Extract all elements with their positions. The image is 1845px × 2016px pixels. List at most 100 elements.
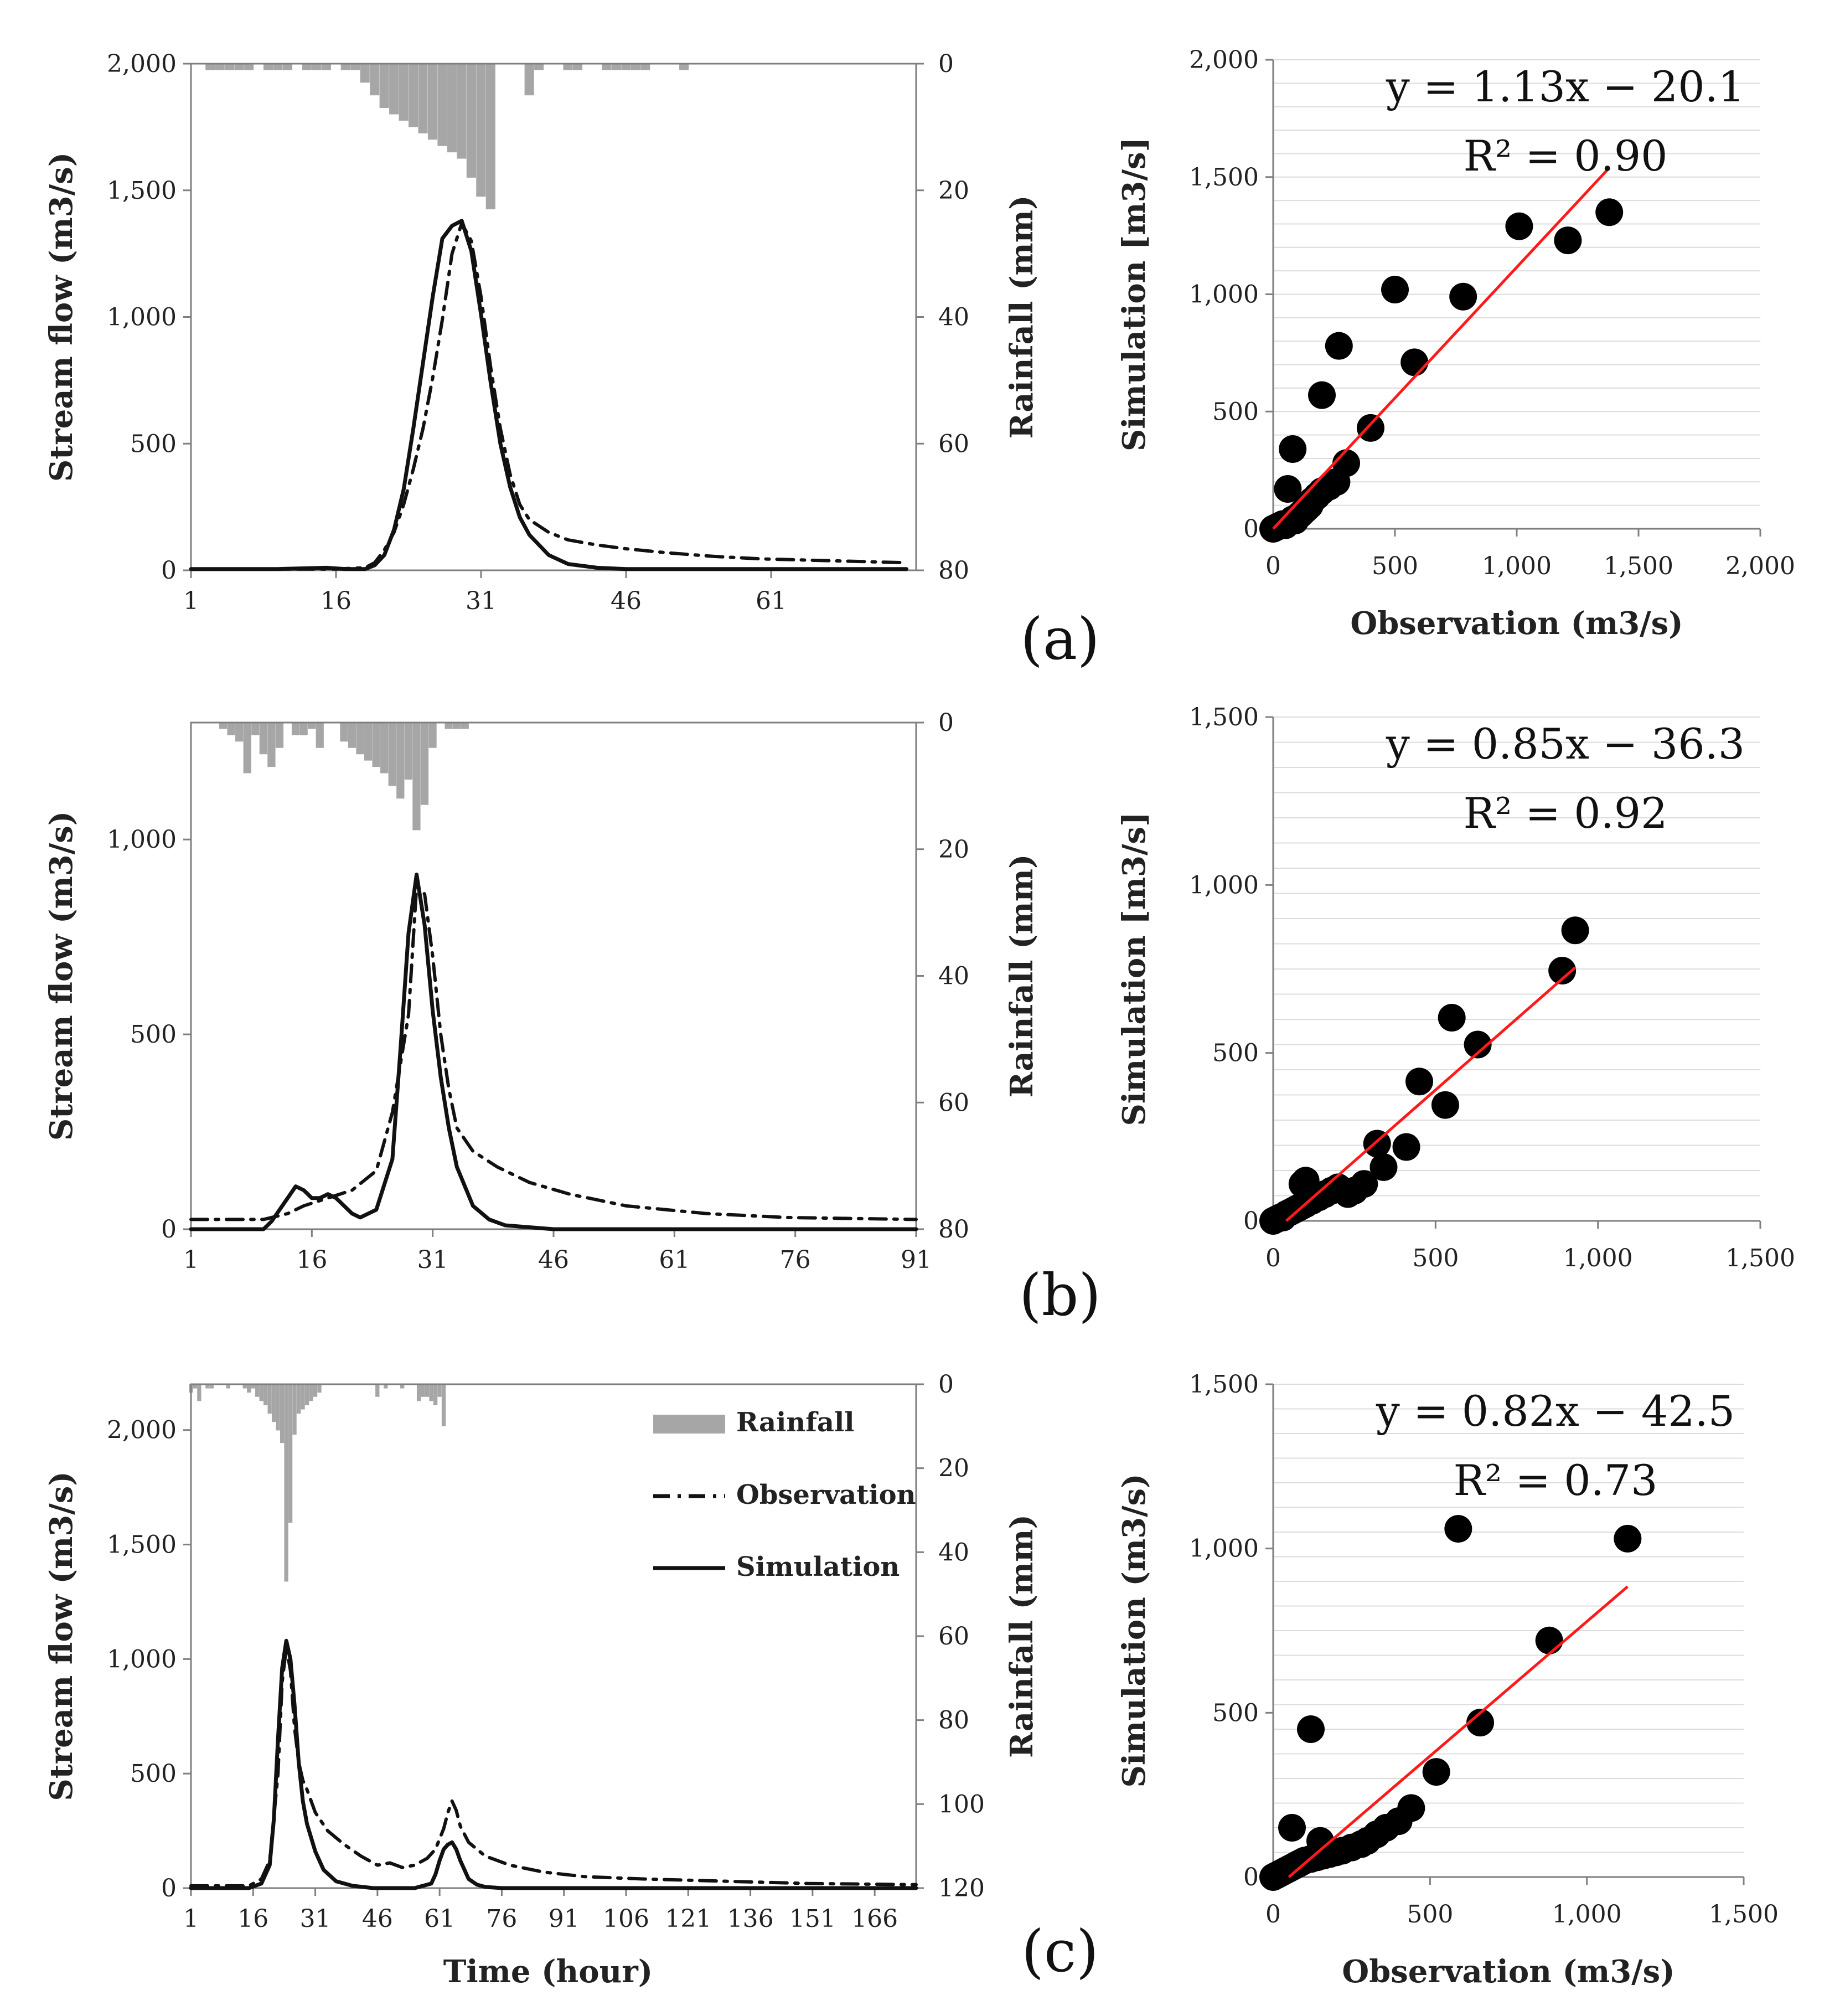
rainfall-bar — [340, 64, 350, 70]
hydrograph-b: 0 500 1,000 0 20 40 60 80 1 16 31 46 61 76 91 Stream fl… — [43, 709, 1040, 1274]
rainfall-bar — [226, 1384, 230, 1389]
rainfall-bar — [350, 64, 360, 70]
data-point — [1548, 957, 1577, 985]
y2-tick-label: 40 — [938, 962, 969, 991]
data-point — [1464, 1030, 1492, 1059]
rainfall-bar — [572, 64, 583, 70]
rainfall-bar — [251, 1384, 255, 1389]
rainfall-bar — [485, 64, 495, 210]
y-tick-label: 500 — [130, 1760, 177, 1788]
rainfall-bar — [445, 723, 453, 729]
y-axis-title: Stream flow (m3/s) — [43, 1471, 80, 1801]
y-tick-label: 0 — [1243, 1207, 1259, 1235]
rainfall-bar — [282, 64, 293, 70]
rainfall-bar — [215, 64, 225, 70]
trendline — [1285, 966, 1577, 1222]
y2-tick-label: 80 — [938, 1706, 969, 1735]
scatter-a: 0 500 1,000 1,500 2,000 0 500 1,000 1,500 2,000 y … — [1020, 46, 1795, 673]
rainfall-bar — [348, 723, 356, 748]
panel-label: (c) — [1021, 1917, 1098, 1985]
x-tick-label: 31 — [300, 1905, 331, 1933]
legend-entry: Simulation — [736, 1551, 900, 1582]
rainfall-bar — [461, 723, 469, 729]
rainfall-bar — [275, 723, 284, 748]
rainfall-bar — [447, 64, 457, 153]
y2-tick-label: 0 — [938, 1370, 954, 1399]
rainfall-bar — [276, 1384, 280, 1431]
rainfall-bar — [235, 723, 244, 742]
rainfall-bar — [433, 1384, 438, 1405]
data-point — [1449, 282, 1477, 311]
x-tick-label: 0 — [1265, 1900, 1281, 1929]
x-tick-label: 106 — [603, 1905, 649, 1933]
y-tick-label: 2,000 — [107, 50, 177, 78]
x-tick-label: 46 — [362, 1905, 393, 1933]
y2-tick-label: 100 — [938, 1790, 985, 1818]
x-tick-label: 31 — [417, 1246, 448, 1274]
y-tick-label: 500 — [1212, 398, 1259, 426]
y-axis-title: Simulation [m3/s] — [1116, 137, 1153, 451]
rainfall-bar — [251, 723, 260, 735]
rainfall-bar — [301, 1384, 305, 1410]
x-tick-label: 136 — [727, 1905, 774, 1933]
x-tick-label: 61 — [424, 1905, 455, 1933]
y-tick-label: 1,500 — [1189, 703, 1259, 731]
y2-tick-label: 60 — [938, 1622, 969, 1651]
x-tick-label: 1,000 — [1482, 552, 1552, 580]
y-tick-label: 0 — [161, 1874, 177, 1902]
data-point — [1297, 1715, 1325, 1743]
rainfall-bar — [304, 1384, 309, 1405]
rainfall-bar — [309, 1384, 313, 1401]
x-tick-label: 1,500 — [1709, 1900, 1779, 1929]
y2-tick-label: 0 — [938, 709, 954, 737]
r-squared-label: R² = 0.90 — [1464, 131, 1668, 181]
y2-tick-label: 0 — [938, 50, 954, 78]
rainfall-bar — [375, 1384, 380, 1397]
y2-tick-label: 60 — [938, 1089, 969, 1117]
data-point — [1422, 1758, 1450, 1786]
legend-entry: Rainfall — [736, 1407, 854, 1438]
y2-axis-title: Rainfall (mm) — [1004, 195, 1040, 439]
trendline — [1272, 167, 1611, 530]
plot-frame — [190, 63, 917, 571]
rainfall-bar — [259, 1384, 263, 1401]
y2-axis-title: Rainfall (mm) — [1004, 1514, 1040, 1758]
data-point — [1278, 1814, 1306, 1842]
data-point — [1405, 1068, 1433, 1096]
y-tick-label: 2,000 — [1189, 46, 1259, 74]
x-axis-title: Observation (m3/s) — [1342, 1953, 1675, 1990]
x-tick-label: 2,000 — [1725, 552, 1795, 580]
x-tick-label: 500 — [1372, 552, 1418, 580]
rainfall-bar — [292, 1384, 297, 1435]
data-point — [1444, 1515, 1472, 1543]
rainfall-bar — [317, 1384, 322, 1393]
y2-tick-label: 120 — [938, 1874, 985, 1902]
rainfall-bar — [388, 723, 396, 786]
rainfall-bar — [400, 1384, 405, 1389]
data-point — [1279, 435, 1307, 463]
trendline-equation: y = 0.82x − 42.5 — [1376, 1386, 1735, 1436]
y2-tick-label: 60 — [938, 430, 969, 458]
rainfall-bar — [244, 64, 254, 70]
rainfall-bar — [263, 64, 273, 70]
y-axis-title: Simulation (m3/s) — [1116, 1473, 1153, 1787]
data-point — [1561, 916, 1589, 945]
rainfall-bar — [412, 723, 421, 831]
x-tick-label: 151 — [789, 1905, 836, 1933]
rainfall-bar — [242, 1384, 247, 1389]
y-tick-label: 1,500 — [107, 1531, 177, 1559]
data-point — [1369, 1153, 1398, 1181]
data-point — [1392, 1133, 1420, 1161]
rainfall-bar — [340, 723, 348, 742]
rainfall-bar — [356, 723, 364, 755]
data-point — [1381, 276, 1409, 304]
rainfall-bar — [197, 1384, 201, 1401]
rainfall-bar — [273, 64, 283, 70]
x-tick-label: 1,500 — [1725, 1244, 1795, 1272]
rainfall-bar — [302, 64, 312, 70]
data-point — [1535, 1626, 1563, 1654]
x-tick-label: 16 — [237, 1905, 268, 1933]
scatter-b: 0 500 1,000 1,500 0 500 1,000 1,500 y = 0.85x − … — [1019, 703, 1795, 1329]
x-tick-label: 91 — [901, 1246, 932, 1274]
